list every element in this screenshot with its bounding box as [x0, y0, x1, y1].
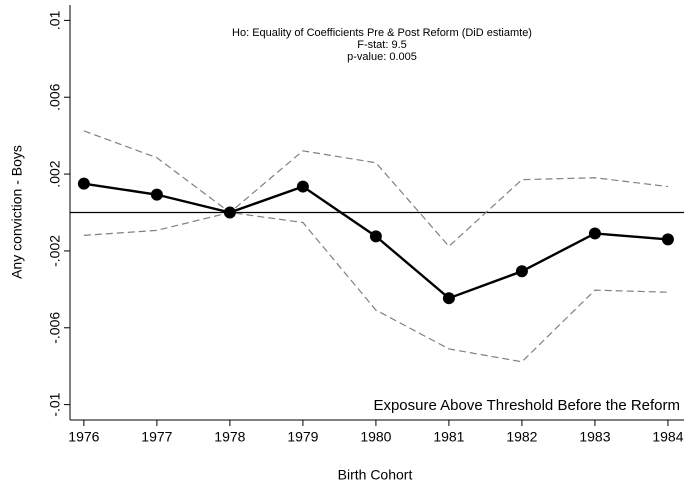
marker — [150, 188, 163, 201]
annotation: Ho: Equality of Coefficients Pre & Post … — [232, 27, 532, 39]
marker — [515, 265, 528, 278]
annotation: F-stat: 9.5 — [357, 39, 407, 51]
x-axis-label: Birth Cohort — [338, 467, 413, 483]
y-tick-label: -.01 — [47, 392, 63, 416]
series-line — [83, 130, 669, 248]
x-tick-label: 1984 — [652, 429, 683, 445]
y-tick-label: .01 — [47, 10, 63, 30]
y-tick-label: .006 — [47, 83, 63, 110]
marker — [296, 180, 309, 193]
x-tick-label: 1976 — [68, 429, 99, 445]
y-tick-label: .002 — [47, 160, 63, 187]
x-tick-label: 1980 — [360, 429, 391, 445]
marker — [588, 227, 601, 240]
marker — [661, 233, 674, 246]
y-tick-label: -.002 — [47, 235, 63, 267]
marker — [442, 292, 455, 305]
marker — [223, 206, 236, 219]
x-tick-label: 1981 — [433, 429, 464, 445]
x-tick-label: 1982 — [506, 429, 537, 445]
x-tick-label: 1978 — [214, 429, 245, 445]
y-tick-label: -.006 — [47, 312, 63, 344]
y-axis-label: Any conviction - Boys — [9, 145, 25, 279]
x-tick-label: 1977 — [141, 429, 172, 445]
corner-note: Exposure Above Threshold Before the Refo… — [373, 397, 680, 414]
marker — [77, 177, 90, 190]
series-line — [83, 211, 668, 363]
x-tick-label: 1983 — [579, 429, 610, 445]
annotation: p-value: 0.005 — [347, 51, 417, 63]
x-tick-label: 1979 — [287, 429, 318, 445]
marker — [369, 230, 382, 243]
